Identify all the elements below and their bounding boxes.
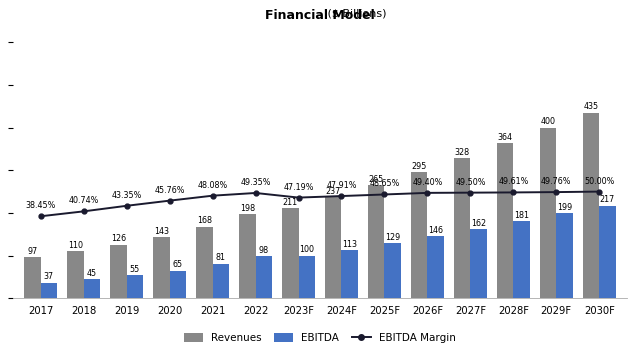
EBITDA Margin [509, 190, 517, 194]
Text: 55: 55 [130, 265, 140, 273]
Bar [24, 257, 41, 298]
EBITDA Margin [552, 190, 560, 194]
Text: 49.61%: 49.61% [498, 178, 529, 186]
Bar [470, 229, 486, 298]
Text: 100: 100 [299, 245, 314, 254]
Text: ($ Billions): ($ Billions) [253, 9, 387, 19]
EBITDA Margin [381, 192, 388, 197]
Text: 49.76%: 49.76% [541, 177, 572, 186]
Text: 43.35%: 43.35% [111, 191, 142, 200]
Text: 295: 295 [412, 162, 427, 171]
Bar [154, 237, 170, 298]
Text: 65: 65 [173, 260, 183, 269]
Text: 47.91%: 47.91% [326, 181, 356, 190]
Text: 265: 265 [369, 175, 384, 184]
Text: 49.35%: 49.35% [240, 178, 271, 187]
Text: 129: 129 [385, 233, 400, 242]
Text: 45.76%: 45.76% [154, 186, 185, 195]
Text: 146: 146 [428, 226, 443, 235]
Text: 97: 97 [28, 247, 38, 256]
Bar [599, 206, 616, 298]
Text: 198: 198 [240, 204, 255, 212]
Bar [127, 275, 143, 298]
Bar [41, 283, 57, 298]
Text: 38.45%: 38.45% [26, 201, 56, 210]
Bar [282, 208, 298, 298]
Line: EBITDA Margin: EBITDA Margin [38, 189, 602, 219]
Text: 364: 364 [498, 133, 513, 141]
Text: 49.50%: 49.50% [455, 178, 486, 187]
Bar [428, 236, 444, 298]
EBITDA Margin [595, 190, 603, 194]
Bar [110, 245, 127, 298]
Text: 211: 211 [283, 198, 298, 207]
EBITDA Margin [252, 191, 259, 195]
Bar [454, 158, 470, 298]
Legend: Revenues, EBITDA, EBITDA Margin: Revenues, EBITDA, EBITDA Margin [184, 333, 456, 343]
Bar [196, 227, 212, 298]
Bar [583, 113, 599, 298]
Text: 40.74%: 40.74% [68, 196, 99, 205]
Text: 199: 199 [557, 203, 572, 212]
Bar [342, 250, 358, 298]
Bar [67, 251, 84, 298]
Bar [298, 256, 315, 298]
Text: 217: 217 [600, 196, 615, 204]
Text: 49.40%: 49.40% [412, 178, 443, 187]
Bar [497, 143, 513, 298]
Bar [540, 127, 556, 298]
EBITDA Margin [338, 194, 346, 198]
Bar [556, 213, 573, 298]
EBITDA Margin [166, 199, 173, 203]
Text: 110: 110 [68, 241, 83, 250]
EBITDA Margin [424, 191, 431, 195]
Text: 50.00%: 50.00% [584, 177, 614, 186]
Text: 47.19%: 47.19% [284, 183, 314, 192]
Bar [325, 197, 342, 298]
Bar [170, 271, 186, 298]
Text: 237: 237 [326, 187, 341, 196]
Text: 181: 181 [514, 211, 529, 220]
EBITDA Margin [294, 196, 302, 200]
Text: 126: 126 [111, 234, 126, 243]
Bar [385, 243, 401, 298]
Bar [84, 279, 100, 298]
EBITDA Margin [37, 214, 45, 218]
Text: 48.08%: 48.08% [198, 181, 228, 190]
Text: 162: 162 [471, 219, 486, 228]
Text: 98: 98 [259, 246, 269, 255]
Text: 48.65%: 48.65% [369, 179, 399, 188]
EBITDA Margin [123, 204, 131, 208]
Text: 81: 81 [216, 253, 226, 263]
EBITDA Margin [80, 209, 88, 213]
Text: 45: 45 [87, 269, 97, 278]
Bar [255, 257, 272, 298]
Text: 143: 143 [154, 227, 169, 236]
Text: 113: 113 [342, 240, 357, 249]
EBITDA Margin [467, 191, 474, 195]
Text: 37: 37 [44, 272, 54, 281]
EBITDA Margin [209, 194, 216, 198]
Bar [368, 185, 385, 298]
Text: 400: 400 [541, 117, 556, 126]
Text: Financial Model: Financial Model [265, 9, 375, 22]
Bar [411, 172, 428, 298]
Text: 435: 435 [584, 102, 598, 111]
Bar [239, 214, 255, 298]
Text: 168: 168 [197, 216, 212, 225]
Bar [212, 264, 229, 298]
Text: 328: 328 [454, 148, 470, 157]
Bar [513, 221, 530, 298]
